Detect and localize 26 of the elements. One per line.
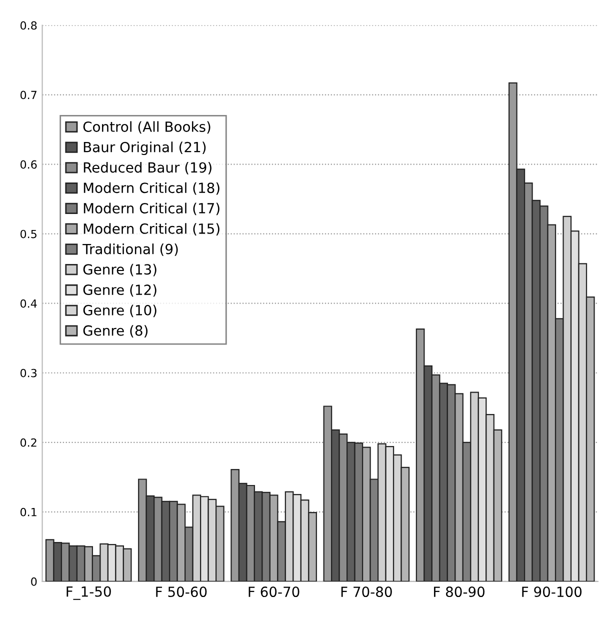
y-tick-label: 0 [31,577,37,586]
x-tick-label: F 50-60 [156,586,207,598]
x-tick-label: F_1-50 [66,586,111,600]
legend-label: Genre (12) [83,284,156,297]
y-tick-label: 0.5 [20,230,36,238]
y-tick-label: 0.3 [20,368,37,378]
legend-label: Genre (10) [83,304,156,318]
x-tick-label: F 60-70 [248,586,300,598]
legend-label: Baur Original (21) [84,142,206,156]
y-tick-label: 0.6 [20,160,37,169]
y-tick-label: 0.4 [20,299,37,308]
legend-label: Modern Critical (17) [84,202,220,216]
x-tick-label: F 90-100 [522,586,582,598]
legend-label: Reduced Baur (19) [84,162,212,174]
y-tick-label: 0.8 [20,21,37,30]
legend-label: Control (All Books) [83,121,210,134]
legend-label: Modern Critical (15) [84,223,220,236]
y-tick-label: 0.2 [20,438,36,447]
legend-label: Traditional (9) [82,244,178,256]
x-tick-label: F 70-80 [341,586,392,598]
x-tick-label: F 80-90 [434,586,484,598]
legend-label: Modern Critical (18) [84,182,220,195]
legend-label: Genre (13) [83,264,156,276]
y-tick-label: 0.7 [20,90,36,100]
y-tick-label: 0.1 [20,508,36,516]
legend-label: Genre (8) [83,325,148,338]
